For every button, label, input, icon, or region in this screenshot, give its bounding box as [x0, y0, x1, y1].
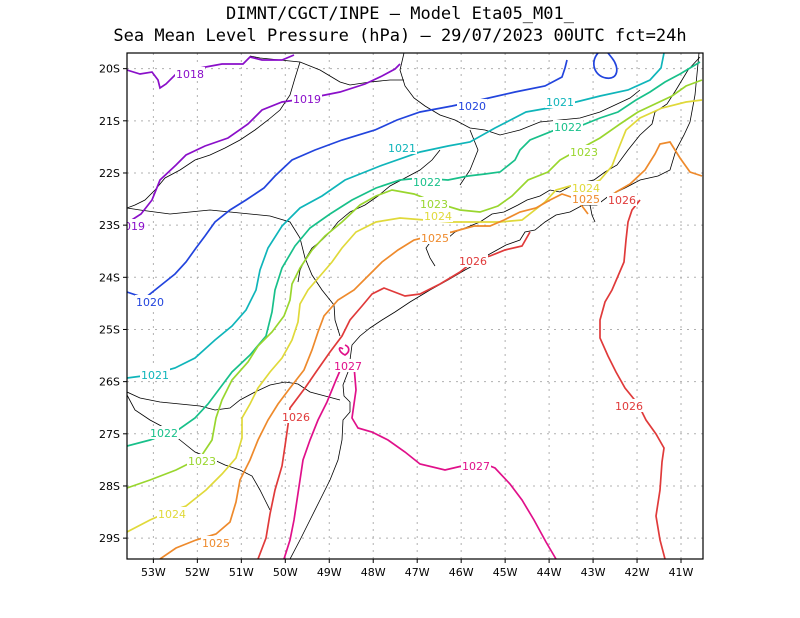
contour-label-text: 1025: [202, 537, 230, 550]
contour-label-text: 1021: [388, 142, 416, 155]
contour-1024: [127, 99, 703, 533]
longitude-ticks: 53W 52W 51W 50W 49W 48W 47W 46W 45W 44W 43W 42W 41W: [141, 559, 694, 579]
lon-tick-label: 49W: [317, 566, 342, 579]
contour-label-1022: 1022: [553, 120, 583, 134]
contour-label-text: 1027: [334, 360, 362, 373]
contour-1025: [159, 141, 703, 559]
contour-1022: [127, 61, 701, 447]
grid-lines: [127, 53, 703, 559]
lat-tick-label: 23S: [99, 219, 120, 232]
contour-label-text: 1027: [462, 460, 490, 473]
contour-label-1022: 1022: [412, 175, 442, 189]
lat-tick-label: 28S: [99, 480, 120, 493]
contour-label-1020: 1020: [457, 99, 487, 113]
contour-label-1021: 1021: [545, 95, 575, 109]
lat-tick-label: 25S: [99, 323, 120, 336]
contour-label-text: 1021: [141, 369, 169, 382]
contour-label-1025: 1025: [201, 536, 231, 550]
contour-label-1023: 1023: [419, 197, 449, 211]
contour-label-text: 1025: [421, 232, 449, 245]
contour-label-text: 1023: [188, 455, 216, 468]
contour-label-1019-edge: 1019: [117, 219, 145, 233]
lon-tick-label: 53W: [141, 566, 166, 579]
contour-label-text: 1026: [282, 411, 310, 424]
contour-label-text: 1024: [424, 210, 452, 223]
contour-label-text: 1023: [420, 198, 448, 211]
contour-label-1026: 1026: [607, 193, 637, 207]
contour-label-text: 1020: [136, 296, 164, 309]
contour-label-1024: 1024: [423, 209, 453, 223]
lat-tick-label: 22S: [99, 167, 120, 180]
lon-tick-label: 41W: [669, 566, 694, 579]
contour-label-1019: 1019: [292, 92, 322, 106]
lat-tick-label: 21S: [99, 115, 120, 128]
plot-frame: [126, 52, 704, 560]
lon-tick-label: 51W: [229, 566, 254, 579]
contour-1027: [283, 344, 557, 559]
lon-tick-label: 42W: [625, 566, 650, 579]
contour-label-1025: 1025: [420, 231, 450, 245]
latitude-ticks: 20S 21S 22S 23S 24S 25S 26S 27S 28S 29S: [99, 63, 127, 545]
chart-title-line1: DIMNT/CGCT/INPE – Model Eta05_M01_: [226, 4, 574, 24]
contour-label-1021: 1021: [387, 141, 417, 155]
contour-label-text: 1022: [413, 176, 441, 189]
contour-1026: [257, 199, 666, 559]
contour-1019: [127, 63, 401, 224]
lon-tick-label: 43W: [581, 566, 606, 579]
contour-label-1024: 1024: [157, 507, 187, 521]
contour-label-text: 1018: [176, 68, 204, 81]
contour-label-text: 1019: [293, 93, 321, 106]
contour-label-1021: 1021: [140, 368, 170, 382]
contour-label-1025: 1025: [571, 192, 601, 206]
contour-label-text: 1021: [546, 96, 574, 109]
contour-label-1026: 1026: [614, 399, 644, 413]
contour-label-text: 1025: [572, 193, 600, 206]
contour-1018: [127, 54, 295, 90]
contour-label-text: 1024: [572, 182, 600, 195]
chart-title-line2: Sea Mean Level Pressure (hPa) – 29/07/20…: [113, 26, 687, 46]
contour-label-1026: 1026: [281, 410, 311, 424]
contour-label-text: 1019: [117, 220, 145, 233]
contour-label-1023: 1023: [187, 454, 217, 468]
contour-label-text: 1026: [615, 400, 643, 413]
lon-tick-label: 47W: [405, 566, 430, 579]
lat-tick-label: 26S: [99, 376, 120, 389]
contour-label-text: 1022: [150, 427, 178, 440]
contour-label-1027: 1027: [461, 459, 491, 473]
lon-tick-label: 46W: [449, 566, 474, 579]
contour-labels: 1018 1019 1020 1020 1021 1021 1021 1022 1022 1022…: [117, 67, 644, 550]
lon-tick-label: 44W: [537, 566, 562, 579]
contour-label-text: 1023: [570, 146, 598, 159]
contour-label-text: 1022: [554, 121, 582, 134]
lat-tick-label: 20S: [99, 63, 120, 76]
contour-1021: [127, 53, 665, 379]
contour-label-1023: 1023: [569, 145, 599, 159]
contour-1023: [127, 79, 703, 489]
lon-tick-label: 45W: [493, 566, 518, 579]
contour-label-text: 1024: [158, 508, 186, 521]
contour-1020: [127, 53, 618, 299]
lon-tick-label: 48W: [361, 566, 386, 579]
contour-label-1027: 1027: [333, 359, 363, 373]
contour-label-1024: 1024: [571, 181, 601, 195]
contour-label-text: 1026: [608, 194, 636, 207]
contour-label-1022: 1022: [149, 426, 179, 440]
contour-label-1018: 1018: [175, 67, 205, 81]
contour-label-1020: 1020: [135, 295, 165, 309]
lat-tick-label: 27S: [99, 428, 120, 441]
lat-tick-label: 24S: [99, 271, 120, 284]
contour-label-text: 1026: [459, 255, 487, 268]
contour-label-1026: 1026: [458, 254, 488, 268]
contour-label-text: 1020: [458, 100, 486, 113]
lat-tick-label: 29S: [99, 532, 120, 545]
lon-tick-label: 50W: [273, 566, 298, 579]
lon-tick-label: 52W: [185, 566, 210, 579]
